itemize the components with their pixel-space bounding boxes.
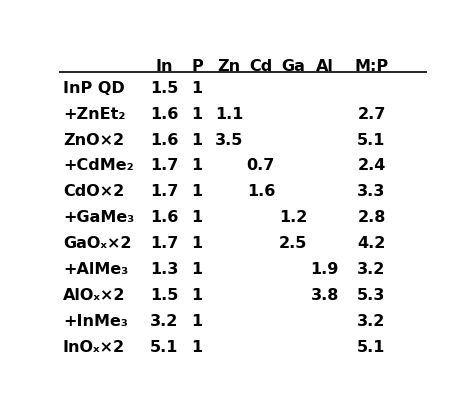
Text: +ZnEt₂: +ZnEt₂	[63, 106, 125, 121]
Text: 1: 1	[191, 184, 202, 199]
Text: 5.1: 5.1	[357, 132, 386, 147]
Text: 5.3: 5.3	[357, 287, 386, 302]
Text: 2.7: 2.7	[357, 106, 386, 121]
Text: Zn: Zn	[218, 59, 240, 74]
Text: 1.7: 1.7	[150, 184, 178, 199]
Text: GaOₓ×2: GaOₓ×2	[63, 236, 131, 250]
Text: 5.1: 5.1	[357, 339, 386, 354]
Text: ZnO×2: ZnO×2	[63, 132, 124, 147]
Text: 1.2: 1.2	[279, 210, 307, 225]
Text: 3.3: 3.3	[357, 184, 386, 199]
Text: 3.2: 3.2	[357, 313, 386, 328]
Text: 2.4: 2.4	[357, 158, 386, 173]
Text: 1: 1	[191, 132, 202, 147]
Text: 1.7: 1.7	[150, 236, 178, 250]
Text: 1.6: 1.6	[247, 184, 275, 199]
Text: 1: 1	[191, 261, 202, 276]
Text: Al: Al	[316, 59, 334, 74]
Text: 1.6: 1.6	[150, 106, 178, 121]
Text: 1.1: 1.1	[215, 106, 243, 121]
Text: 0.7: 0.7	[247, 158, 275, 173]
Text: 2.5: 2.5	[279, 236, 307, 250]
Text: Ga: Ga	[281, 59, 305, 74]
Text: 1: 1	[191, 313, 202, 328]
Text: 3.2: 3.2	[150, 313, 178, 328]
Text: InOₓ×2: InOₓ×2	[63, 339, 125, 354]
Text: InP QD: InP QD	[63, 81, 125, 96]
Text: +GaMe₃: +GaMe₃	[63, 210, 134, 225]
Text: 1.6: 1.6	[150, 132, 178, 147]
Text: AlOₓ×2: AlOₓ×2	[63, 287, 126, 302]
Text: 1.3: 1.3	[150, 261, 178, 276]
Text: P: P	[191, 59, 203, 74]
Text: 1.5: 1.5	[150, 81, 178, 96]
Text: In: In	[155, 59, 173, 74]
Text: 3.8: 3.8	[310, 287, 339, 302]
Text: 1: 1	[191, 210, 202, 225]
Text: M:P: M:P	[355, 59, 389, 74]
Text: +CdMe₂: +CdMe₂	[63, 158, 134, 173]
Text: 1: 1	[191, 106, 202, 121]
Text: 1.7: 1.7	[150, 158, 178, 173]
Text: 1: 1	[191, 339, 202, 354]
Text: CdO×2: CdO×2	[63, 184, 124, 199]
Text: +InMe₃: +InMe₃	[63, 313, 128, 328]
Text: 4.2: 4.2	[357, 236, 386, 250]
Text: 1.5: 1.5	[150, 287, 178, 302]
Text: 1: 1	[191, 158, 202, 173]
Text: 3.5: 3.5	[215, 132, 243, 147]
Text: 1: 1	[191, 81, 202, 96]
Text: 5.1: 5.1	[150, 339, 178, 354]
Text: Cd: Cd	[249, 59, 273, 74]
Text: +AlMe₃: +AlMe₃	[63, 261, 128, 276]
Text: 1: 1	[191, 287, 202, 302]
Text: 1.9: 1.9	[310, 261, 339, 276]
Text: 1: 1	[191, 236, 202, 250]
Text: 3.2: 3.2	[357, 261, 386, 276]
Text: 1.6: 1.6	[150, 210, 178, 225]
Text: 2.8: 2.8	[357, 210, 386, 225]
